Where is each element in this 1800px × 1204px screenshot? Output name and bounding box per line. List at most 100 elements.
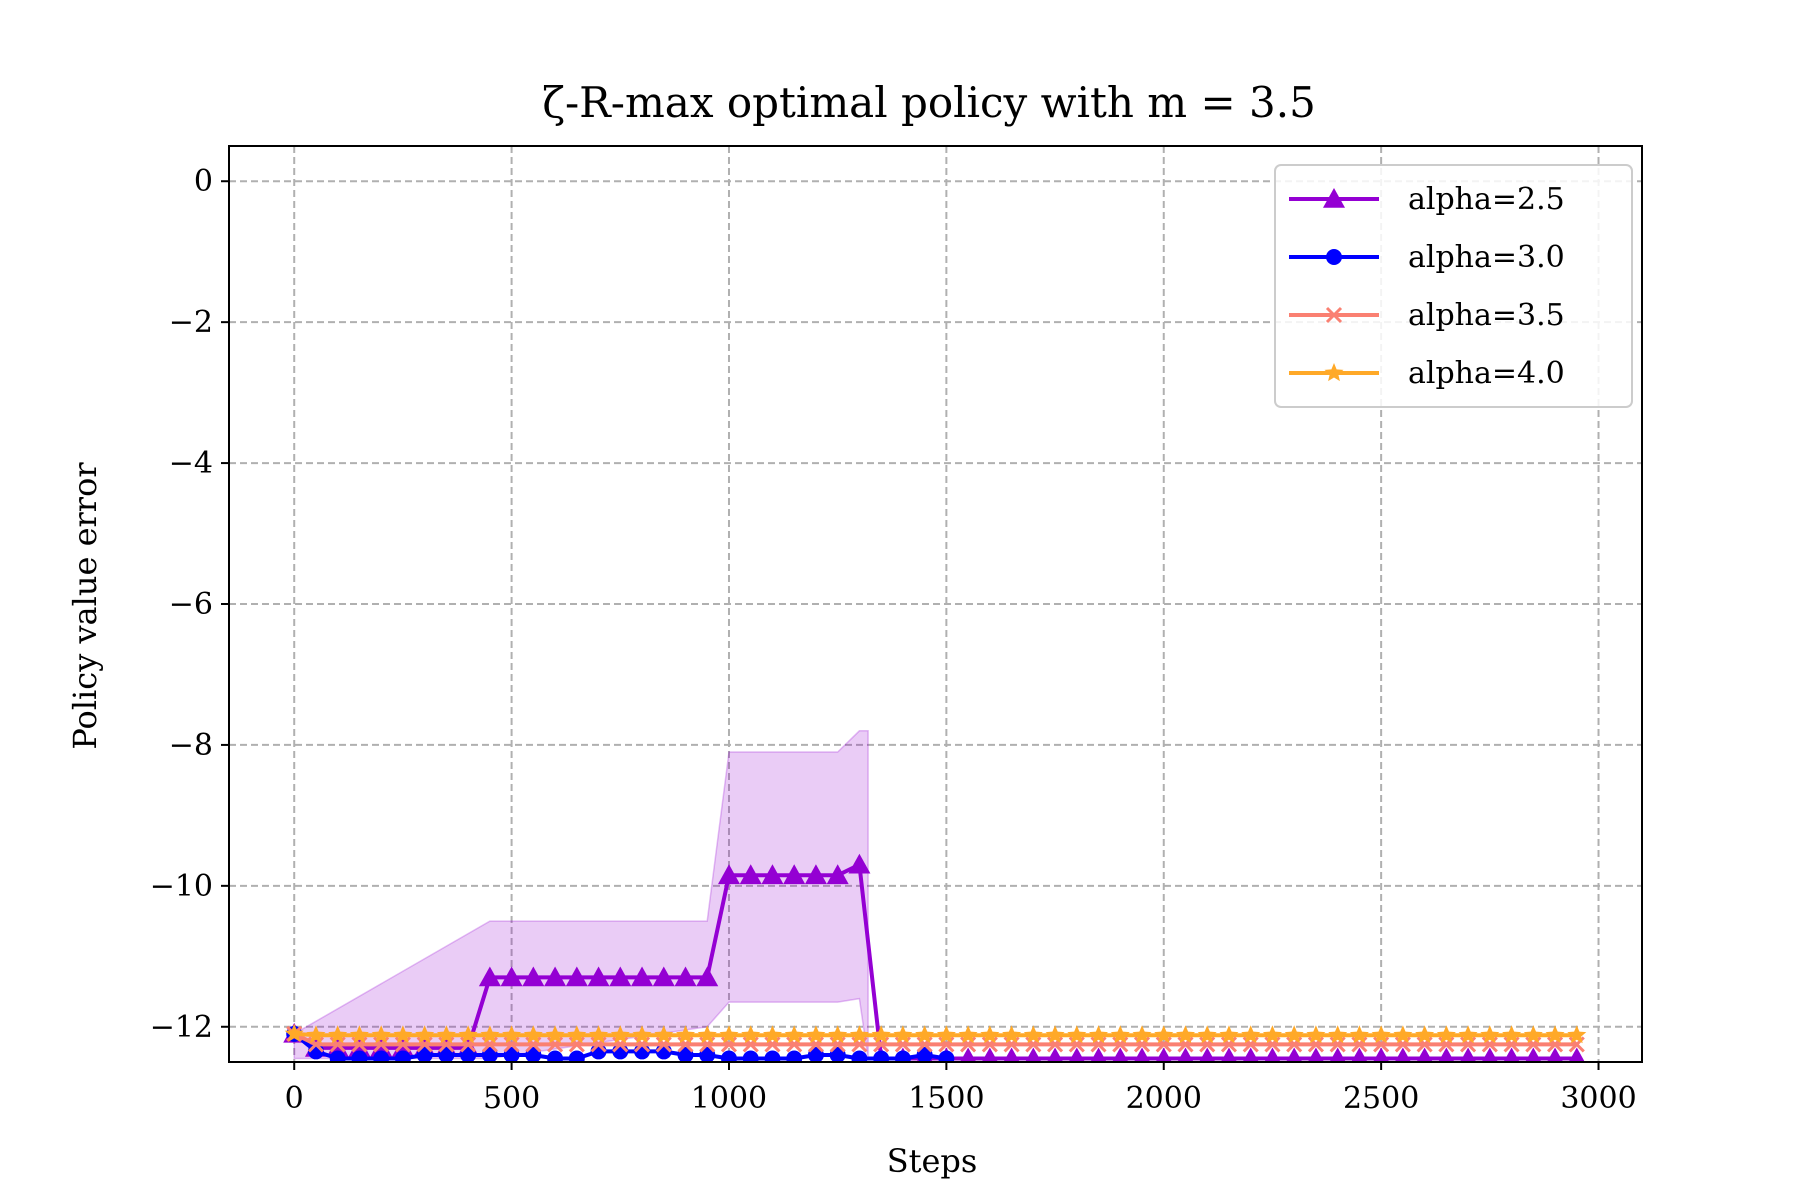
- alpha-4-0-point: [1262, 1025, 1282, 1044]
- alpha-4-0-point: [958, 1025, 978, 1044]
- alpha-3-0-point: [438, 1046, 455, 1062]
- alpha-4-0-point: [806, 1025, 826, 1044]
- alpha-3-0-point: [742, 1050, 759, 1062]
- alpha-4-0-point: [654, 1025, 674, 1044]
- alpha-2-5-point: [1460, 1047, 1477, 1062]
- x-tick-label: 500: [483, 1081, 540, 1116]
- alpha-3-0-point: [677, 1046, 694, 1062]
- alpha-2-5-point: [674, 966, 697, 987]
- alpha-2-5-point: [1133, 1047, 1151, 1062]
- alpha-2-5-point: [1199, 1047, 1216, 1062]
- legend: alpha=2.5 alpha=3.0 alpha=3.5 alpha=4.0: [1274, 164, 1633, 408]
- alpha-4-0-point: [1089, 1025, 1108, 1044]
- alpha-2-5-point: [1438, 1047, 1455, 1062]
- alpha-2-5-point: [1568, 1047, 1585, 1062]
- alpha-3-0-legend-label: alpha=3.0: [1408, 240, 1565, 275]
- series-lines: [283, 853, 1587, 1062]
- alpha-3-0-point: [547, 1050, 564, 1062]
- alpha-4-0-point: [1002, 1025, 1022, 1044]
- alpha-2-5-point: [1242, 1047, 1259, 1062]
- alpha-4-0-point: [284, 1023, 304, 1042]
- y-tick-label: −2: [169, 305, 213, 340]
- alpha-3-0-point: [916, 1046, 933, 1062]
- alpha-2-5-point: [1351, 1047, 1368, 1062]
- alpha-4-0-point: [349, 1025, 369, 1044]
- y-axis-label: Policy value error: [66, 462, 104, 750]
- alpha-3-0-point: [851, 1050, 868, 1062]
- alpha-2-5-point: [1329, 1047, 1346, 1062]
- alpha-4-0-point: [1219, 1025, 1239, 1044]
- alpha-4-0-point: [502, 1025, 522, 1044]
- alpha-2-5-point: [1264, 1047, 1281, 1062]
- alpha-2-5-point: [1525, 1047, 1542, 1062]
- alpha-2-5-point: [1373, 1047, 1390, 1062]
- alpha-4-0-point: [1197, 1025, 1217, 1044]
- alpha-2-5-point: [1090, 1047, 1107, 1062]
- alpha-2-5-point: [848, 853, 871, 874]
- alpha-3-0-point: [720, 1050, 737, 1062]
- alpha-2-5-point: [1503, 1047, 1520, 1062]
- alpha-2-5-point: [1220, 1047, 1238, 1062]
- alpha-2-5-point: [1286, 1047, 1303, 1062]
- alpha-4-0-point: [1306, 1025, 1326, 1044]
- alpha-2-5-point: [500, 966, 523, 987]
- alpha-4-0-point: [1502, 1025, 1522, 1044]
- alpha-4-0-point: [1176, 1025, 1195, 1044]
- alpha-2-5-point: [960, 1047, 977, 1062]
- alpha-2-5-point: [522, 966, 545, 987]
- alpha-4-0-point: [1458, 1025, 1478, 1044]
- x-tick-label: 1000: [691, 1081, 767, 1116]
- alpha-4-0-point: [1349, 1025, 1369, 1044]
- alpha-4-0-point: [719, 1025, 739, 1044]
- alpha-4-0-point: [589, 1025, 609, 1044]
- alpha-4-0-point: [828, 1025, 848, 1044]
- alpha-2-5-point: [587, 966, 610, 987]
- alpha-2-5-legend-marker: [1323, 188, 1345, 208]
- alpha-4-0-point: [436, 1025, 456, 1044]
- alpha-3-0-point: [460, 1046, 477, 1062]
- alpha-3-5-line: [293, 1032, 1577, 1047]
- alpha-2-5-point: [981, 1047, 998, 1062]
- alpha-4-0-point: [1023, 1025, 1043, 1044]
- alpha-4-0-point: [1067, 1025, 1087, 1044]
- x-axis-label: Steps: [887, 1142, 978, 1180]
- alpha-2-5-point: [1416, 1047, 1433, 1062]
- legend-box: [1274, 164, 1633, 408]
- alpha-4-0-point: [1523, 1025, 1543, 1044]
- alpha-4-0-point: [1284, 1025, 1304, 1044]
- y-tick-label: 0: [194, 164, 213, 199]
- grid: [229, 146, 1642, 1062]
- alpha-2-5-point: [1307, 1047, 1324, 1062]
- alpha-4-0-point: [306, 1025, 326, 1044]
- alpha-3-5-legend-label: alpha=3.5: [1408, 298, 1565, 333]
- x-tick-label: 0: [285, 1081, 304, 1116]
- alpha-4-0-point: [915, 1025, 935, 1044]
- y-tick-label: −6: [169, 587, 213, 622]
- alpha-4-0-point: [1393, 1025, 1413, 1044]
- alpha-2-5-point: [1046, 1047, 1064, 1062]
- alpha-3-0-point: [807, 1046, 824, 1062]
- alpha-4-0-point: [1132, 1025, 1152, 1044]
- alpha-2-5-point: [1481, 1047, 1498, 1062]
- alpha-4-0-point: [1567, 1025, 1587, 1044]
- y-tick-label: −8: [169, 728, 213, 763]
- alpha-3-0-point: [329, 1050, 346, 1062]
- alpha-4-0-point: [1480, 1025, 1500, 1044]
- alpha-3-0-point: [764, 1050, 781, 1062]
- alpha-4-0-point: [1415, 1025, 1435, 1044]
- alpha-4-0-point: [1154, 1025, 1174, 1044]
- alpha-4-0-point: [697, 1025, 717, 1044]
- alpha-3-0-point: [786, 1050, 803, 1062]
- alpha-3-0-point: [503, 1046, 520, 1062]
- alpha-4-0-point: [893, 1025, 913, 1044]
- alpha-2-5-point: [478, 966, 501, 987]
- alpha-4-0-point: [1328, 1025, 1348, 1044]
- alpha-3-0-point: [416, 1046, 433, 1062]
- alpha-4-0-series: [284, 1023, 1587, 1044]
- alpha-4-0-point: [371, 1025, 391, 1044]
- alpha-3-0-point: [351, 1050, 368, 1062]
- alpha-4-0-point: [1045, 1025, 1065, 1044]
- alpha-4-0-point: [1371, 1025, 1391, 1044]
- alpha-2-5-point: [804, 864, 827, 885]
